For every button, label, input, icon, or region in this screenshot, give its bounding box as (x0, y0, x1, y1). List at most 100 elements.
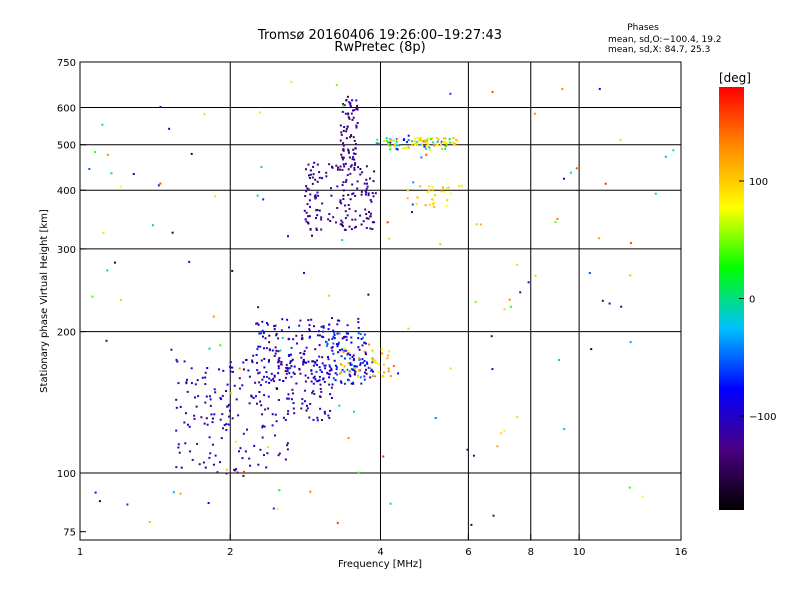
data-point (365, 187, 368, 190)
data-point (316, 416, 319, 419)
data-point (286, 370, 289, 372)
data-point (261, 413, 264, 416)
data-point (256, 361, 258, 364)
data-point (271, 424, 274, 427)
data-point (332, 342, 335, 345)
data-point (456, 140, 459, 143)
data-point (430, 138, 432, 141)
data-point (353, 365, 356, 368)
data-point (268, 377, 271, 380)
data-point (261, 424, 264, 427)
data-point (335, 366, 338, 368)
data-point (527, 281, 530, 284)
data-point (425, 153, 428, 156)
data-point (191, 458, 194, 461)
data-point (341, 184, 344, 187)
data-point (234, 469, 237, 472)
data-point (229, 361, 232, 364)
data-point (443, 137, 445, 140)
data-point (356, 106, 359, 109)
data-point (302, 352, 305, 355)
data-point (328, 373, 331, 376)
data-point (261, 378, 264, 381)
data-point (176, 360, 179, 363)
data-point (314, 378, 317, 381)
data-point (308, 199, 311, 202)
data-point (349, 136, 352, 139)
data-point (235, 398, 238, 401)
data-point (308, 215, 311, 218)
data-point (98, 500, 101, 503)
data-point (257, 323, 260, 326)
data-point (333, 331, 336, 334)
data-point (368, 343, 370, 346)
data-point (242, 368, 245, 371)
data-point (381, 352, 384, 355)
data-point (444, 141, 447, 144)
data-point (365, 353, 367, 356)
data-point (598, 237, 600, 240)
data-point (352, 152, 355, 155)
data-point (363, 378, 366, 381)
data-point (284, 458, 287, 461)
data-point (227, 423, 230, 426)
data-point (341, 364, 343, 366)
data-point (375, 361, 378, 364)
data-point (213, 463, 215, 466)
data-point (231, 366, 234, 369)
data-point (364, 190, 367, 192)
data-point (258, 111, 261, 114)
data-point (284, 370, 287, 373)
data-point (289, 360, 292, 363)
data-point (271, 413, 274, 416)
data-point (361, 344, 364, 347)
data-point (389, 375, 392, 378)
data-point (366, 185, 369, 188)
data-point (360, 338, 363, 340)
data-point (340, 355, 343, 358)
chart-title: Tromsø 20160406 19:26:00–19:27:43 (257, 28, 502, 43)
data-point (256, 369, 259, 372)
data-point (365, 368, 367, 371)
data-point (343, 370, 346, 373)
data-point (364, 371, 366, 374)
data-point (432, 144, 435, 147)
data-point (342, 144, 345, 147)
data-point (327, 372, 330, 375)
data-point (629, 274, 632, 277)
data-point (304, 218, 307, 221)
data-point (263, 375, 265, 378)
data-point (371, 349, 374, 352)
data-point (369, 376, 372, 379)
data-point (295, 334, 298, 337)
data-point (363, 360, 366, 363)
data-point (448, 138, 451, 141)
data-point (341, 337, 344, 340)
data-point (304, 400, 306, 403)
data-point (377, 142, 380, 145)
data-point (533, 112, 536, 115)
data-point (356, 108, 359, 111)
data-point (319, 369, 322, 372)
data-point (275, 387, 278, 390)
data-point (272, 380, 275, 383)
data-point (339, 139, 342, 142)
data-point (265, 380, 268, 383)
data-point (194, 383, 197, 386)
data-point (355, 126, 358, 129)
data-point (289, 367, 292, 370)
data-point (364, 342, 367, 345)
data-point (328, 383, 331, 386)
data-point (372, 374, 375, 377)
data-point (344, 217, 347, 220)
data-point (327, 414, 330, 417)
data-point (318, 355, 321, 358)
data-point (353, 166, 356, 169)
data-point (359, 376, 362, 379)
data-point (492, 514, 495, 517)
data-point (262, 335, 264, 338)
data-point (352, 148, 355, 151)
data-point (434, 194, 436, 197)
data-point (389, 148, 392, 151)
data-point (369, 212, 372, 215)
